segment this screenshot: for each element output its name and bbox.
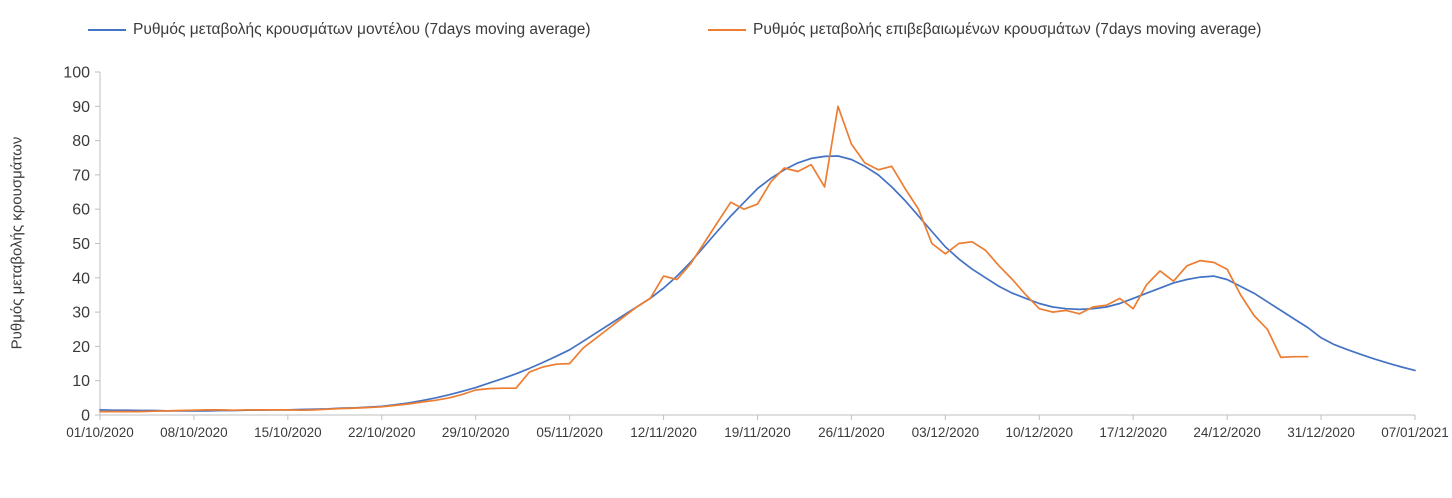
legend-label-confirmed: Ρυθμός μεταβολής επιβεβαιωμένων κρουσμάτ… bbox=[753, 21, 1262, 38]
x-tick-label: 22/10/2020 bbox=[348, 425, 416, 440]
y-tick-label: 10 bbox=[72, 373, 90, 390]
legend-label-model: Ρυθμός μεταβολής κρουσμάτων μοντέλου (7d… bbox=[133, 21, 591, 38]
series-line-model bbox=[99, 155, 1416, 412]
x-tick-label: 24/12/2020 bbox=[1193, 425, 1261, 440]
legend-line-confirmed-icon bbox=[708, 29, 746, 31]
y-tick-label: 60 bbox=[72, 202, 90, 219]
y-tick-label: 90 bbox=[72, 99, 90, 116]
legend-item-confirmed: Ρυθμός μεταβολής επιβεβαιωμένων κρουσμάτ… bbox=[708, 21, 1261, 39]
y-tick-label: 40 bbox=[72, 270, 90, 287]
legend-item-model: Ρυθμός μεταβολής κρουσμάτων μοντέλου (7d… bbox=[88, 21, 591, 39]
y-tick-label: 20 bbox=[72, 339, 90, 356]
x-tick-label: 19/11/2020 bbox=[724, 425, 791, 440]
x-tick-label: 05/11/2020 bbox=[536, 425, 603, 440]
x-tick-label: 17/12/2020 bbox=[1099, 425, 1167, 440]
y-tick-label: 0 bbox=[81, 408, 90, 425]
y-axis-title: Ρυθμός μεταβολής κρουσμάτων bbox=[8, 136, 26, 350]
series-line-confirmed bbox=[99, 105, 1309, 413]
x-tick-label: 29/10/2020 bbox=[442, 425, 510, 440]
legend-line-model-icon bbox=[88, 29, 126, 31]
x-tick-label: 10/12/2020 bbox=[1005, 425, 1073, 440]
y-tick-label: 50 bbox=[72, 236, 90, 253]
x-tick-label: 07/01/2021 bbox=[1381, 425, 1449, 440]
x-tick-label: 03/12/2020 bbox=[912, 425, 980, 440]
y-tick-label: 70 bbox=[72, 167, 90, 184]
y-tick-label: 30 bbox=[72, 305, 90, 322]
x-tick-label: 08/10/2020 bbox=[160, 425, 228, 440]
x-tick-label: 31/12/2020 bbox=[1287, 425, 1355, 440]
y-tick-label: 100 bbox=[63, 65, 90, 82]
x-tick-label: 01/10/2020 bbox=[66, 425, 134, 440]
x-tick-label: 15/10/2020 bbox=[254, 425, 322, 440]
y-tick-label: 80 bbox=[72, 133, 90, 150]
x-tick-label: 12/11/2020 bbox=[630, 425, 697, 440]
x-tick-label: 26/11/2020 bbox=[818, 425, 885, 440]
